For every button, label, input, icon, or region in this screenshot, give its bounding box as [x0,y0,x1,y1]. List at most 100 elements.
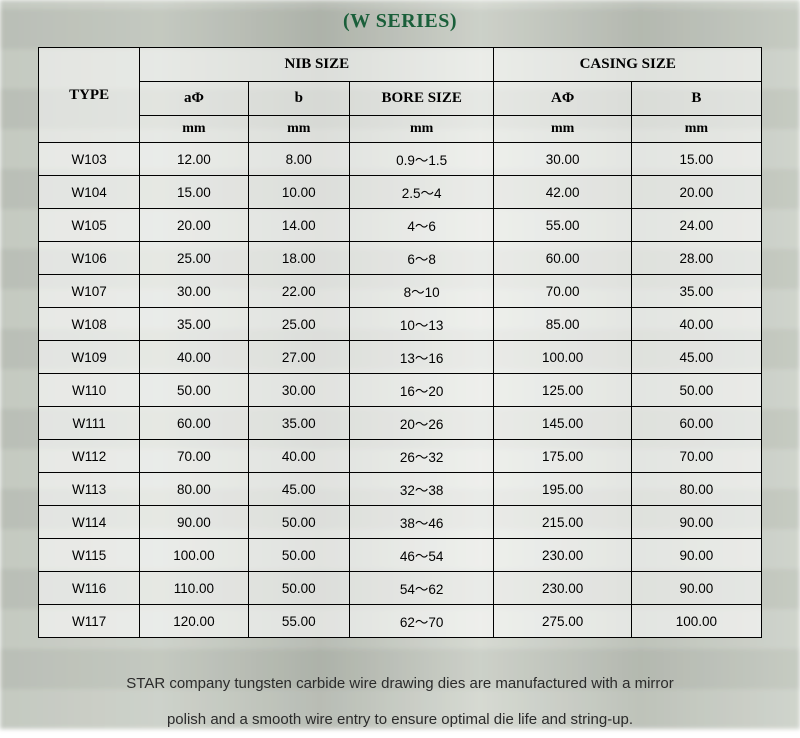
table-row: W10835.0025.0010～1385.0040.00 [39,308,762,341]
table-row: W117120.0055.0062～70275.00100.00 [39,605,762,638]
cell-A_phi: 125.00 [494,374,631,407]
table-row: W11270.0040.0026～32175.0070.00 [39,440,762,473]
cell-A_phi: 30.00 [494,143,631,176]
cell-B: 80.00 [631,473,761,506]
cell-bore: 6～8 [349,242,494,275]
cell-type: W104 [39,176,140,209]
footer-line-2: polish and a smooth wire entry to ensure… [167,711,633,728]
cell-b: 27.00 [248,341,349,374]
cell-bore: 26～32 [349,440,494,473]
cell-B: 45.00 [631,341,761,374]
cell-a_phi: 70.00 [140,440,248,473]
cell-bore: 46～54 [349,539,494,572]
table-body: W10312.008.000.9～1.530.0015.00W10415.001… [39,143,762,638]
cell-a_phi: 12.00 [140,143,248,176]
table-row: W10312.008.000.9～1.530.0015.00 [39,143,762,176]
cell-B: 90.00 [631,572,761,605]
cell-A_phi: 100.00 [494,341,631,374]
cell-b: 22.00 [248,275,349,308]
cell-B: 35.00 [631,275,761,308]
spec-table: TYPE NIB SIZE CASING SIZE aΦ b BORE SIZE… [38,47,762,638]
col-a-phi: aΦ [140,82,248,116]
col-bore: BORE SIZE [349,82,494,116]
cell-a_phi: 25.00 [140,242,248,275]
table-row: W11160.0035.0020～26145.0060.00 [39,407,762,440]
cell-b: 25.00 [248,308,349,341]
cell-type: W115 [39,539,140,572]
cell-b: 50.00 [248,539,349,572]
cell-A_phi: 70.00 [494,275,631,308]
content-wrapper: (W SERIES) TYPE NIB SIZE CASING SIZE aΦ … [0,0,800,729]
table-row: W10520.0014.004～655.0024.00 [39,209,762,242]
cell-bore: 10～13 [349,308,494,341]
col-b: b [248,82,349,116]
cell-B: 90.00 [631,506,761,539]
cell-b: 30.00 [248,374,349,407]
cell-bore: 13～16 [349,341,494,374]
cell-B: 15.00 [631,143,761,176]
cell-bore: 4～6 [349,209,494,242]
footer-description: STAR company tungsten carbide wire drawi… [38,666,762,738]
cell-A_phi: 275.00 [494,605,631,638]
cell-type: W116 [39,572,140,605]
cell-A_phi: 145.00 [494,407,631,440]
cell-bore: 32～38 [349,473,494,506]
table-row: W11050.0030.0016～20125.0050.00 [39,374,762,407]
col-type: TYPE [39,48,140,143]
cell-B: 24.00 [631,209,761,242]
cell-a_phi: 90.00 [140,506,248,539]
cell-type: W106 [39,242,140,275]
table-row: W10940.0027.0013～16100.0045.00 [39,341,762,374]
table-row: W10625.0018.006～860.0028.00 [39,242,762,275]
table-row: W11380.0045.0032～38195.0080.00 [39,473,762,506]
cell-A_phi: 55.00 [494,209,631,242]
cell-b: 50.00 [248,572,349,605]
cell-type: W109 [39,341,140,374]
cell-a_phi: 30.00 [140,275,248,308]
unit-a: mm [140,116,248,143]
cell-A_phi: 230.00 [494,572,631,605]
cell-bore: 2.5～4 [349,176,494,209]
cell-a_phi: 100.00 [140,539,248,572]
cell-B: 20.00 [631,176,761,209]
cell-B: 100.00 [631,605,761,638]
cell-type: W110 [39,374,140,407]
unit-b: mm [248,116,349,143]
cell-A_phi: 175.00 [494,440,631,473]
cell-type: W114 [39,506,140,539]
footer-line-1: STAR company tungsten carbide wire drawi… [126,675,673,692]
cell-a_phi: 120.00 [140,605,248,638]
cell-b: 8.00 [248,143,349,176]
cell-a_phi: 60.00 [140,407,248,440]
cell-type: W117 [39,605,140,638]
cell-a_phi: 15.00 [140,176,248,209]
cell-b: 55.00 [248,605,349,638]
cell-A_phi: 60.00 [494,242,631,275]
cell-B: 50.00 [631,374,761,407]
cell-b: 45.00 [248,473,349,506]
cell-B: 90.00 [631,539,761,572]
cell-bore: 62～70 [349,605,494,638]
cell-b: 35.00 [248,407,349,440]
cell-B: 60.00 [631,407,761,440]
cell-b: 18.00 [248,242,349,275]
cell-bore: 8～10 [349,275,494,308]
table-row: W116110.0050.0054～62230.0090.00 [39,572,762,605]
cell-b: 14.00 [248,209,349,242]
cell-B: 28.00 [631,242,761,275]
cell-bore: 20～26 [349,407,494,440]
cell-type: W111 [39,407,140,440]
cell-a_phi: 80.00 [140,473,248,506]
cell-b: 50.00 [248,506,349,539]
col-group-casing: CASING SIZE [494,48,762,82]
cell-type: W112 [39,440,140,473]
cell-type: W107 [39,275,140,308]
cell-B: 70.00 [631,440,761,473]
table-row: W115100.0050.0046～54230.0090.00 [39,539,762,572]
col-group-nib: NIB SIZE [140,48,494,82]
cell-type: W105 [39,209,140,242]
cell-bore: 38～46 [349,506,494,539]
table-header: TYPE NIB SIZE CASING SIZE aΦ b BORE SIZE… [39,48,762,143]
cell-bore: 16～20 [349,374,494,407]
cell-a_phi: 110.00 [140,572,248,605]
